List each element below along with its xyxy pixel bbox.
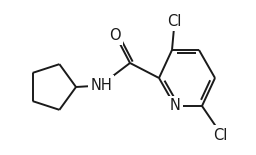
Text: Cl: Cl [167, 13, 181, 29]
Text: N: N [169, 98, 180, 113]
Text: NH: NH [90, 78, 112, 93]
Text: Cl: Cl [213, 128, 227, 142]
Text: O: O [109, 27, 121, 42]
